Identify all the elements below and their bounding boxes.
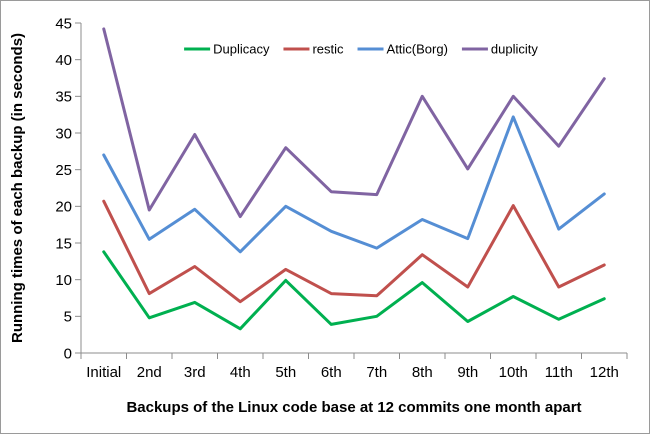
series-line-duplicacy xyxy=(102,250,606,331)
x-tick-label: 2nd xyxy=(137,364,162,381)
x-tick-label: 9th xyxy=(457,364,478,381)
series-line-attic-borg- xyxy=(102,115,606,254)
y-tick-label: 10 xyxy=(55,272,72,289)
x-tick-label: 4th xyxy=(230,364,251,381)
y-axis-title: Running times of each backup (in seconds… xyxy=(9,33,26,343)
x-tick-label: 5th xyxy=(275,364,296,381)
legend-item: Duplicacy xyxy=(184,42,270,57)
y-tick-label: 0 xyxy=(64,345,72,362)
series-line-duplicity xyxy=(102,27,606,219)
y-tick-label: 5 xyxy=(64,309,72,326)
series-line-restic xyxy=(102,199,606,304)
y-tick-label: 20 xyxy=(55,199,72,216)
legend-item: Attic(Borg) xyxy=(357,42,448,57)
y-tick-label: 35 xyxy=(55,89,72,106)
legend-label: Attic(Borg) xyxy=(387,42,448,57)
chart-legend: Duplicacy restic Attic(Borg) duplicity xyxy=(184,42,538,57)
y-tick-label: 40 xyxy=(55,52,72,69)
x-tick-label: 11th xyxy=(545,364,573,381)
y-tick-label: 30 xyxy=(55,125,72,142)
legend-label: Duplicacy xyxy=(213,42,270,57)
y-tick-label: 25 xyxy=(55,162,72,179)
legend-label: duplicity xyxy=(491,42,538,57)
x-tick-label: 3rd xyxy=(184,364,206,381)
legend-label: restic xyxy=(312,42,344,57)
x-tick-label: 10th xyxy=(499,364,528,381)
x-tick-label: Initial xyxy=(86,364,121,381)
y-tick-label: 45 xyxy=(55,15,72,32)
x-tick-label: 8th xyxy=(412,364,433,381)
x-tick-label: 7th xyxy=(366,364,387,381)
x-tick-label: 6th xyxy=(321,364,342,381)
legend-item: restic xyxy=(283,42,344,57)
legend-item: duplicity xyxy=(461,42,538,57)
x-axis-title: Backups of the Linux code base at 12 com… xyxy=(126,399,581,416)
y-tick-label: 15 xyxy=(55,235,72,252)
x-tick-label: 12th xyxy=(590,364,619,381)
